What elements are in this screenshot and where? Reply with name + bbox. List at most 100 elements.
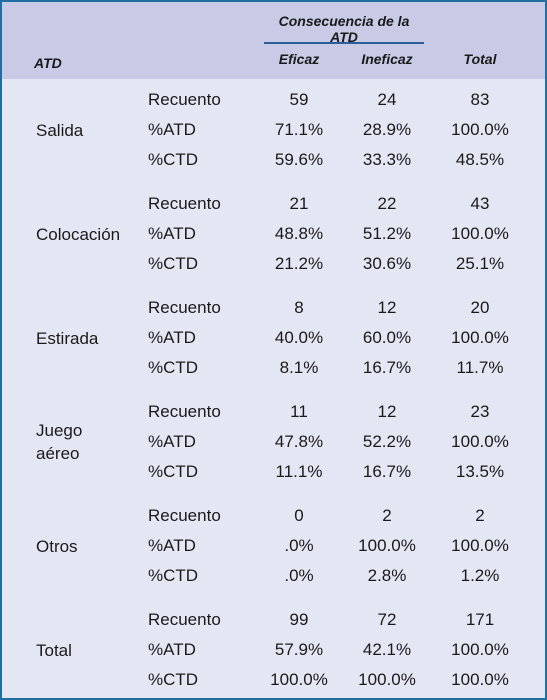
column-group-rule [264, 42, 424, 44]
row-group-label: Salida [36, 119, 83, 142]
cell-eficaz: .0% [284, 566, 314, 585]
column-header-total: Total [463, 51, 497, 67]
table-row: %ATD 40.0% 60.0% 100.0% [2, 323, 545, 353]
cell-eficaz: 48.8% [274, 224, 324, 243]
cell-eficaz: 0 [294, 506, 304, 525]
cell-ineficaz: 30.6% [362, 254, 412, 273]
statistic-label: %ATD [148, 224, 196, 243]
cell-total: 100.0% [451, 120, 509, 139]
cell-total: 48.5% [455, 150, 505, 169]
row-group-label: Juego aéreo [36, 419, 82, 465]
cell-ineficaz: 22 [377, 194, 397, 213]
table-row: Recuento 8 12 20 [2, 293, 545, 323]
cell-total: 100.0% [451, 224, 509, 243]
cell-eficaz: 11 [290, 402, 308, 421]
cell-eficaz: 71.1% [274, 120, 324, 139]
row-group-label: Otros [36, 535, 78, 558]
row-group: Otros Recuento 0 2 2 %ATD .0% 100.0% 100.0% %CTD.… [2, 501, 545, 591]
statistic-label: %ATD [148, 536, 196, 555]
row-group-label-line: Total [36, 640, 72, 660]
statistic-label: Recuento [148, 298, 221, 317]
statistic-label: %CTD [148, 462, 199, 481]
statistic-label: %ATD [148, 432, 196, 451]
row-variable-label: ATD [34, 55, 62, 71]
cell-total: 20 [470, 298, 490, 317]
cell-eficaz: .0% [284, 536, 314, 555]
statistic-label: %ATD [148, 328, 196, 347]
cell-ineficaz: 100.0% [358, 536, 416, 555]
cell-total: 171 [465, 610, 495, 629]
row-group-label: Estirada [36, 327, 98, 350]
cell-ineficaz: 42.1% [362, 640, 412, 659]
row-group: Estirada Recuento 8 12 20 %ATD 40.0% 60.0% 100.0… [2, 293, 545, 383]
column-group-title: Consecuencia de la ATD [278, 13, 410, 45]
row-group-label-line: Juego [36, 421, 83, 440]
column-header-eficaz: Eficaz [278, 51, 320, 67]
statistic-label: %CTD [148, 150, 199, 169]
table-row: Recuento 99 72 171 [2, 605, 545, 635]
table-row: %CTD 100.0% 100.0% 100.0% [2, 665, 545, 695]
cell-total: 25.1% [455, 254, 505, 273]
cell-eficaz: 8 [294, 298, 304, 317]
row-group-label-line: Colocación [36, 224, 121, 244]
statistic-label: %CTD [148, 670, 199, 689]
cell-total: 100.0% [451, 536, 509, 555]
statistic-label: Recuento [148, 402, 221, 421]
cell-eficaz: 99 [289, 610, 309, 629]
table-row: Recuento 11 12 23 [2, 397, 545, 427]
cell-ineficaz: 12 [377, 298, 397, 317]
table-row: %CTD 21.2% 30.6% 25.1% [2, 249, 545, 279]
statistic-label: %ATD [148, 120, 196, 139]
row-group-label: Total [36, 639, 72, 662]
cell-eficaz: 40.0% [274, 328, 324, 347]
statistic-label: %CTD [148, 566, 199, 585]
cell-ineficaz: 33.3% [362, 150, 412, 169]
statistic-label: Recuento [148, 194, 221, 213]
cell-ineficaz: 100.0% [358, 670, 416, 689]
cell-eficaz: 59.6% [274, 150, 324, 169]
statistic-label: Recuento [148, 506, 221, 525]
table-row: %CTD .0% 2.8% 1.2% [2, 561, 545, 591]
cell-total: 13.5% [455, 462, 505, 481]
table-row: %ATD .0% 100.0% 100.0% [2, 531, 545, 561]
cell-total: 83 [470, 90, 490, 109]
column-header-ineficaz: Ineficaz [361, 51, 413, 67]
cell-total: 1.2% [460, 566, 500, 585]
cell-eficaz: 57.9% [274, 640, 324, 659]
cell-ineficaz: 16.7% [362, 358, 412, 377]
statistic-label: Recuento [148, 610, 221, 629]
cell-ineficaz: 2.8% [367, 566, 407, 585]
cell-total: 100.0% [451, 328, 509, 347]
table-row: %CTD 8.1% 16.7% 11.7% [2, 353, 545, 383]
cell-ineficaz: 51.2% [362, 224, 412, 243]
cell-total: 100.0% [451, 670, 509, 689]
cell-eficaz: 100.0% [270, 670, 328, 689]
table-row: %ATD 48.8% 51.2% 100.0% [2, 219, 545, 249]
cell-ineficaz: 60.0% [362, 328, 412, 347]
cell-total: 100.0% [451, 432, 509, 451]
table-header: Consecuencia de la ATD ATD Eficaz Inefic… [2, 2, 545, 79]
table-row: Recuento 21 22 43 [2, 189, 545, 219]
cell-ineficaz: 16.7% [362, 462, 412, 481]
row-group-label-line: Estirada [36, 328, 99, 348]
cell-eficaz: 8.1% [279, 358, 319, 377]
statistic-label: %ATD [148, 640, 196, 659]
cell-total: 43 [470, 194, 490, 213]
cell-total: 100.0% [451, 640, 509, 659]
table-row: Recuento 0 2 2 [2, 501, 545, 531]
cell-ineficaz: 52.2% [362, 432, 412, 451]
table-row: %ATD 47.8% 52.2% 100.0% [2, 427, 545, 457]
cell-ineficaz: 2 [382, 506, 392, 525]
row-group-label: Colocación [36, 223, 120, 246]
cell-ineficaz: 12 [377, 402, 397, 421]
row-group-label-line: Salida [36, 120, 84, 140]
cell-ineficaz: 28.9% [362, 120, 412, 139]
row-group: Salida Recuento 59 24 83 %ATD 71.1% 28.9% 100.0%… [2, 85, 545, 175]
cell-eficaz: 21 [289, 194, 309, 213]
row-group: Juego aéreo Recuento 11 12 23 %ATD 47.8% 52.2% 10… [2, 397, 545, 487]
cell-eficaz: 47.8% [274, 432, 324, 451]
table-row: %ATD 57.9% 42.1% 100.0% [2, 635, 545, 665]
row-group-label-line: Otros [36, 536, 78, 556]
table-row: %CTD 11.1% 16.7% 13.5% [2, 457, 545, 487]
